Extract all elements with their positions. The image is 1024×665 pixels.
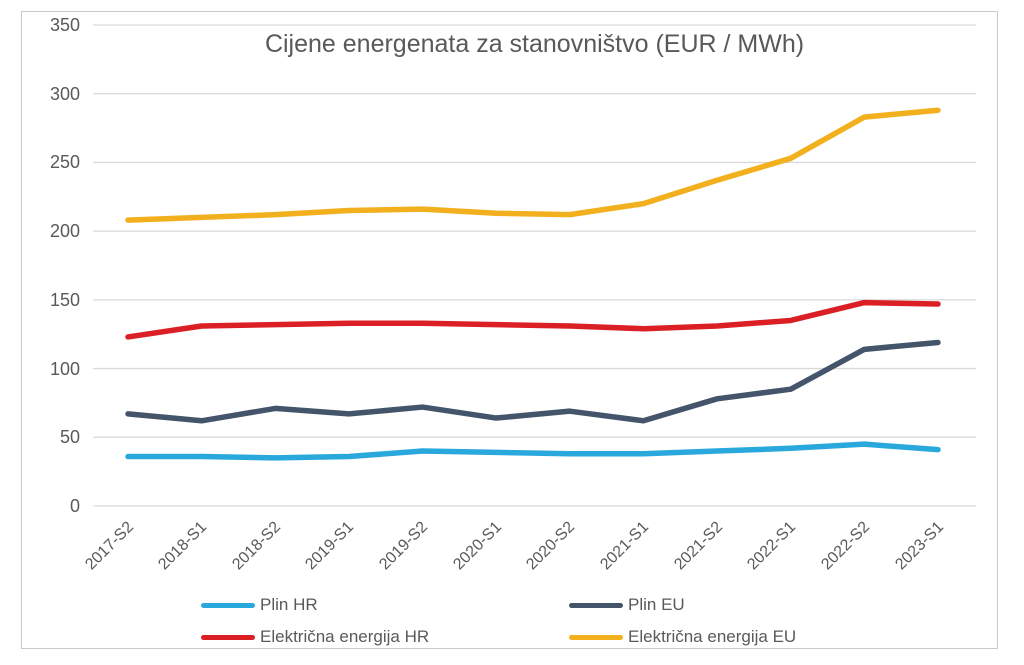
legend-swatch-icon — [201, 634, 255, 640]
chart-title: Cijene energenata za stanovništvo (EUR /… — [264, 30, 805, 58]
legend-label: Električna energija HR — [260, 627, 430, 646]
legend-item-plin-eu: Plin EU — [569, 594, 685, 616]
y-tick-label: 100 — [49, 358, 80, 379]
y-tick-label: 250 — [49, 152, 80, 173]
legend-swatch-icon — [569, 634, 623, 640]
series-line-plin-hr — [125, 441, 941, 461]
legend-item-elektri-na-energija-hr: Električna energija HR — [201, 626, 429, 648]
legend-swatch-icon — [201, 602, 255, 608]
legend-label: Električna energija EU — [628, 627, 797, 646]
chart-frame: Cijene energenata za stanovništvo (EUR /… — [21, 11, 998, 649]
legend-label: Plin HR — [260, 595, 318, 614]
series-line-plin-eu — [125, 339, 941, 424]
y-tick-label: 50 — [59, 427, 80, 448]
legend-item-elektri-na-energija-eu: Električna energija EU — [569, 626, 796, 648]
legend-swatch-icon — [569, 602, 623, 608]
line-plot — [93, 24, 976, 507]
y-tick-label: 300 — [49, 83, 80, 104]
y-tick-label: 150 — [49, 289, 80, 310]
legend-item-plin-hr: Plin HR — [201, 594, 318, 616]
series-line-elektri-na-energija-hr — [125, 299, 941, 340]
y-tick-label: 350 — [49, 15, 80, 35]
series-line-elektri-na-energija-eu — [125, 107, 941, 223]
y-tick-label: 0 — [69, 496, 80, 516]
legend-label: Plin EU — [628, 595, 685, 614]
y-tick-label: 200 — [49, 221, 80, 242]
